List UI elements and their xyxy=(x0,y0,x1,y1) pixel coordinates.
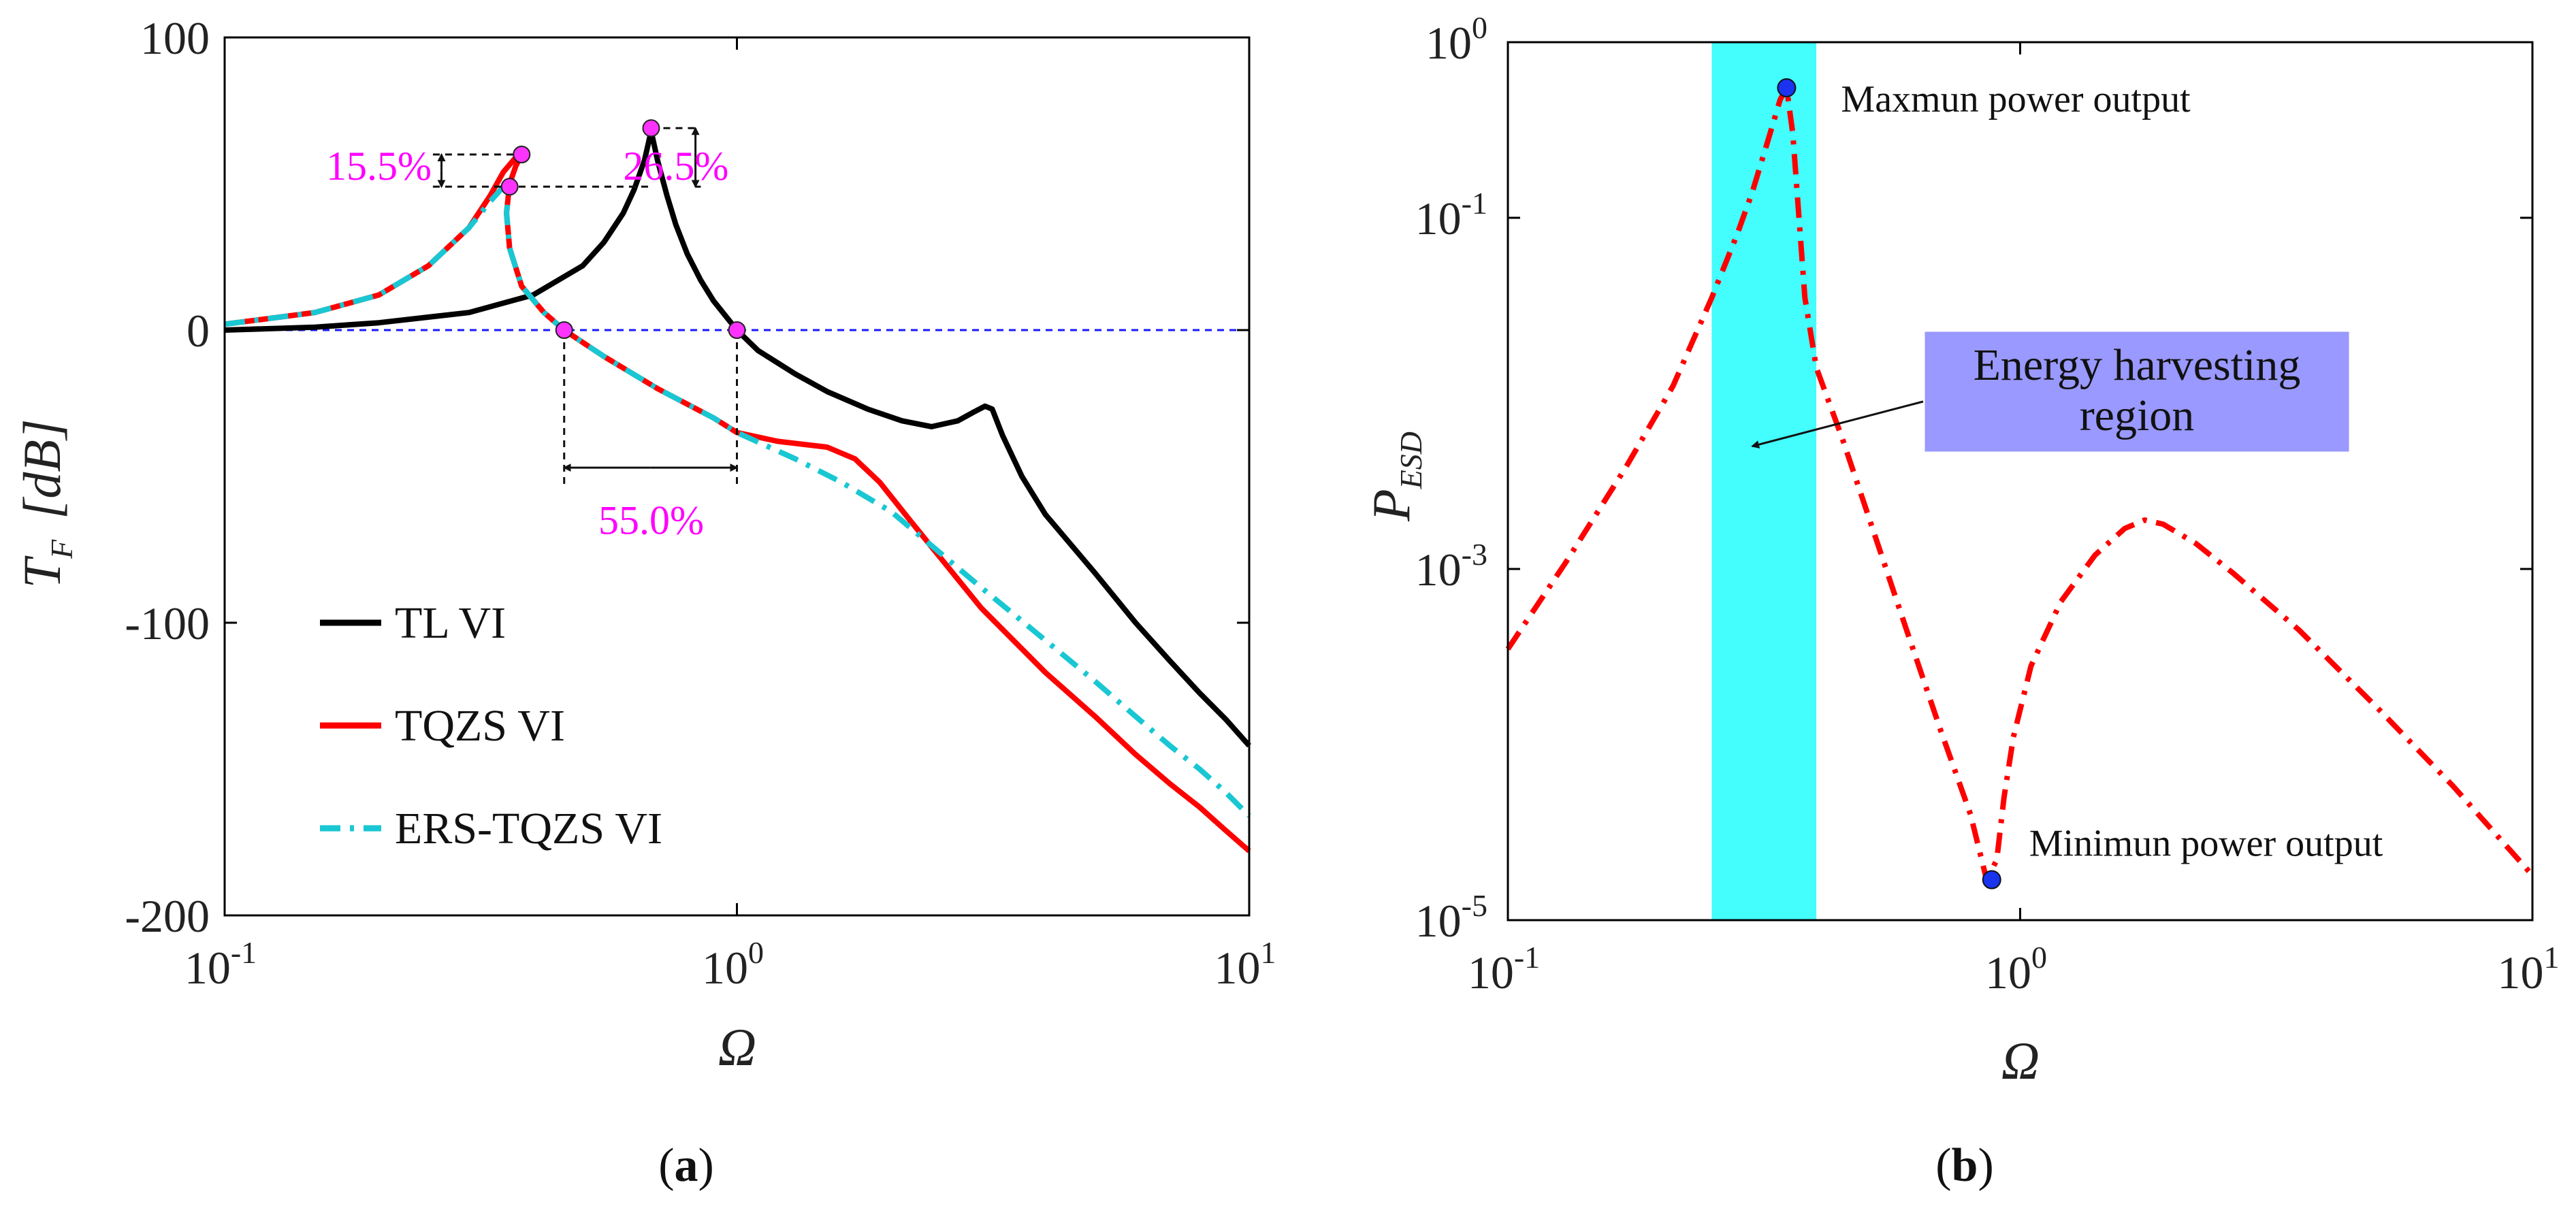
a-ylabel-sub: F xyxy=(44,539,79,559)
a-xlabel: Ω xyxy=(718,1017,756,1077)
b-ytick-label-0: 100 xyxy=(1426,10,1487,69)
b-xtick-label-0: 10-1 xyxy=(1468,940,1540,998)
a-legend-label-tl: TL VI xyxy=(395,598,506,648)
a-legend-label-ers: ERS-TQZS VI xyxy=(395,804,662,853)
a-ylabel: TF [dB] xyxy=(12,419,79,589)
a-xtick-label-2: 101 xyxy=(1214,935,1276,994)
panel-label-b: (b) xyxy=(1935,1139,1994,1192)
a-legend-label-tqzs: TQZS VI xyxy=(395,701,565,751)
b-harvest-box-line1: Energy harvesting xyxy=(1974,340,2301,390)
b-xtick-label-1: 100 xyxy=(1985,940,2047,998)
b-harvest-arrow xyxy=(1751,400,1924,449)
a-marker-0 xyxy=(513,146,531,163)
b-ylabel-main: P xyxy=(1362,489,1421,522)
a-marker-1 xyxy=(500,178,519,196)
b-marker-0 xyxy=(1777,78,1797,97)
b-marker-label-0: Maxmun power output xyxy=(1841,78,2191,120)
a-xtick-label-0: 10-1 xyxy=(184,935,257,994)
a-ylabel-main: T xyxy=(12,555,71,588)
a-marker-4 xyxy=(728,321,746,339)
b-energy-band xyxy=(1711,42,1817,920)
a-series-ers-tqzs-vi xyxy=(224,184,1251,818)
b-ylabel: PESD xyxy=(1362,431,1428,522)
a-ytick-label-0: 100 xyxy=(140,12,210,64)
panel-label-a: (a) xyxy=(658,1139,714,1192)
b-xtick-label-2: 101 xyxy=(2498,940,2560,998)
a-marker-3 xyxy=(555,321,573,339)
b-series-layer xyxy=(1505,85,2534,883)
b-marker-1 xyxy=(1982,870,2001,890)
a-annotation-1: 26.5% xyxy=(623,144,728,189)
a-series-layer xyxy=(224,128,1251,853)
b-harvest-box-line2: region xyxy=(2080,391,2195,440)
b-series-p-esd xyxy=(1505,85,2534,883)
b-ytick-label-2: 10-3 xyxy=(1415,537,1487,596)
b-plot-frame xyxy=(1507,41,2534,922)
a-annotation-0: 15.5% xyxy=(326,144,432,189)
b-ytick-label-1: 10-1 xyxy=(1415,186,1487,244)
a-ytick-label-2: -100 xyxy=(125,598,210,649)
a-xtick-label-1: 100 xyxy=(702,935,764,994)
a-ytick-label-1: 0 xyxy=(187,305,210,357)
b-ylabel-sub: ESD xyxy=(1394,431,1428,489)
a-series-tqzs-vi xyxy=(224,152,1251,853)
a-marker-2 xyxy=(642,119,660,137)
b-xlabel: Ω xyxy=(2001,1031,2040,1090)
b-harvest-box xyxy=(1925,331,2349,452)
b-ytick-label-3: 10-5 xyxy=(1415,888,1487,947)
b-marker-label-1: Minimun power output xyxy=(2029,823,2383,865)
a-series-tl-vi xyxy=(224,128,1251,748)
a-legend: TL VI TQZS VI ERS-TQZS VI xyxy=(320,598,662,853)
a-ytick-label-3: -200 xyxy=(125,890,210,942)
a-ylabel-unit: [dB] xyxy=(12,419,71,519)
a-annotation-2: 55.0% xyxy=(598,498,704,543)
